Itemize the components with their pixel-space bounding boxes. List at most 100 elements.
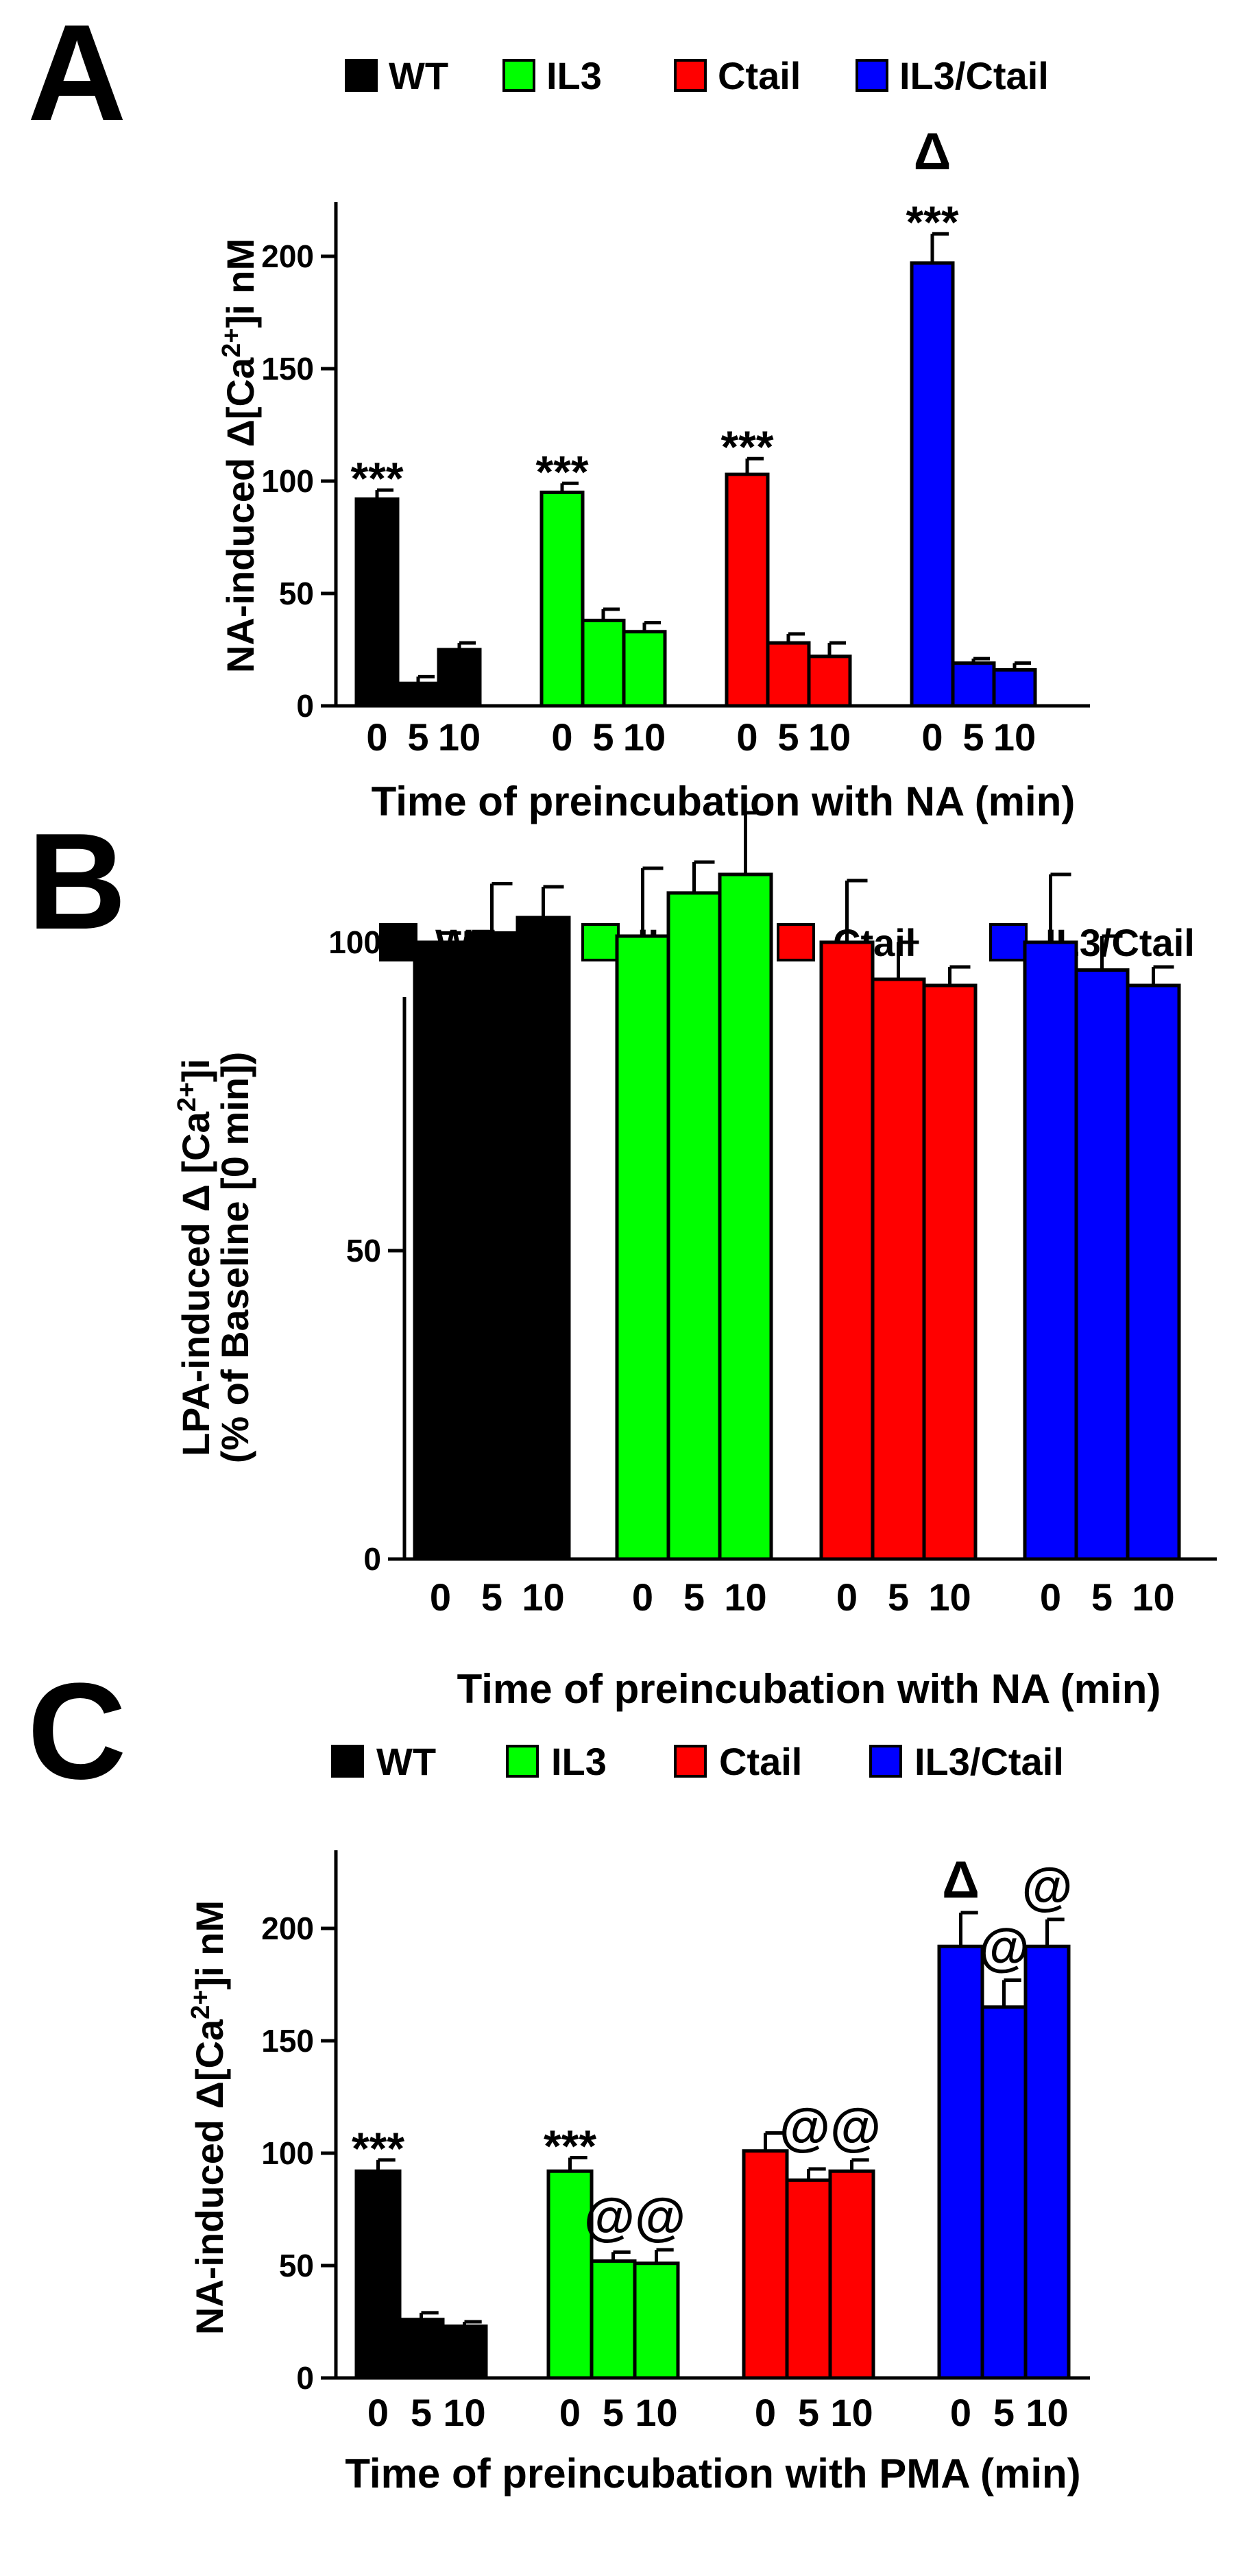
significance-marker: Δ (914, 123, 951, 181)
x-tick-label: 0 (559, 2391, 581, 2434)
x-tick-label: 5 (993, 2391, 1015, 2434)
x-tick-label: 0 (921, 715, 943, 759)
x-tick-label: 0 (366, 715, 387, 759)
bar-ctail-0 (725, 472, 770, 708)
x-tick-label: 10 (808, 715, 851, 759)
significance-marker: Δ (942, 1851, 980, 1909)
bar-il3-0 (615, 934, 670, 1561)
bar-ctail-5 (871, 977, 926, 1561)
x-tick-label: 10 (1132, 1575, 1174, 1619)
bar-wt-5 (396, 681, 441, 708)
legend-label: Ctail (719, 1740, 802, 1783)
x-axis-label: Time of preincubation with NA (min) (457, 1666, 1161, 1712)
legend-swatch-il3 (581, 923, 620, 961)
y-tick-label: 100 (261, 463, 314, 499)
x-tick-label: 5 (798, 2391, 819, 2434)
x-tick-label: 10 (830, 2391, 873, 2434)
legend-label: WT (389, 54, 448, 97)
bar-il3-0 (539, 490, 585, 708)
y-axis-label: LPA-induced Δ [Ca2+]i (173, 1059, 217, 1456)
legend-swatch-il3 (506, 1745, 539, 1778)
significance-marker: *** (535, 446, 588, 497)
legend-swatch-il3-ctail (856, 59, 888, 92)
y-axis-label-line2: (% of Baseline [0 min]) (213, 1052, 256, 1464)
y-tick-label: 50 (279, 576, 314, 611)
x-tick-label: 0 (736, 715, 757, 759)
bar-il3-ctail-5 (980, 2005, 1028, 2380)
y-tick-label: 150 (261, 351, 314, 387)
x-tick-label: 5 (592, 715, 614, 759)
bar-il3-ctail-0 (910, 261, 955, 708)
significance-marker: *** (906, 197, 958, 247)
y-tick-label: 200 (261, 238, 314, 274)
x-axis-label: Time of preincubation with NA (min) (372, 778, 1076, 824)
legend-swatch-wt (331, 1745, 364, 1778)
bar-il3-10 (622, 630, 667, 708)
y-axis-label: NA-induced Δ[Ca2+]i nM (217, 238, 262, 673)
x-tick-label: 0 (836, 1575, 858, 1619)
x-tick-label: 5 (481, 1575, 502, 1619)
bar-ctail-0 (742, 2149, 789, 2380)
panel-letter: B (27, 805, 126, 958)
significance-marker: *** (720, 421, 773, 472)
bar-il3-ctail-10 (1126, 983, 1181, 1561)
x-tick-label: 10 (522, 1575, 564, 1619)
bar-wt-5 (464, 931, 520, 1561)
y-tick-label: 100 (261, 2135, 314, 2171)
y-tick-label: 0 (363, 1541, 381, 1577)
legend-swatch-il3 (502, 59, 535, 92)
significance-marker: @ (1021, 1858, 1072, 1916)
bar-il3-ctail-5 (1074, 968, 1130, 1561)
x-tick-label: 0 (367, 2391, 389, 2434)
significance-marker: *** (544, 2121, 596, 2172)
bar-wt-5 (398, 2318, 445, 2380)
bar-wt-0 (413, 940, 468, 1561)
x-tick-label: 10 (623, 715, 666, 759)
bar-ctail-10 (807, 654, 852, 708)
y-tick-label: 150 (261, 2023, 314, 2059)
panel-letter: C (27, 1655, 126, 1808)
bar-wt-0 (354, 497, 400, 708)
bar-ctail-5 (766, 641, 811, 708)
y-tick-label: 0 (296, 688, 314, 724)
x-tick-label: 5 (888, 1575, 909, 1619)
x-tick-label: 10 (1026, 2391, 1068, 2434)
bar-ctail-5 (785, 2178, 832, 2380)
x-tick-label: 5 (411, 2391, 432, 2434)
legend-label: WT (376, 1740, 436, 1783)
legend-label: IL3 (546, 54, 602, 97)
legend-swatch-wt (345, 59, 378, 92)
x-tick-label: 0 (1040, 1575, 1061, 1619)
x-axis-label: Time of preincubation with PMA (min) (345, 2451, 1080, 2497)
legend-swatch-il3-ctail (869, 1745, 902, 1778)
bar-wt-10 (437, 648, 482, 708)
x-tick-label: 10 (928, 1575, 971, 1619)
bar-il3-ctail-5 (951, 661, 996, 708)
significance-marker: *** (350, 453, 403, 504)
bar-il3-ctail-10 (992, 668, 1037, 708)
x-tick-label: 0 (755, 2391, 776, 2434)
significance-marker: *** (352, 2123, 404, 2174)
x-tick-label: 5 (683, 1575, 705, 1619)
legend-swatch-ctail (674, 1745, 707, 1778)
legend-swatch-il3-ctail (989, 923, 1028, 961)
legend-swatch-ctail (674, 59, 707, 92)
bar-ctail-10 (922, 983, 978, 1561)
panel-b: BWTIL3CtailIL3/Ctail05010005100510051005… (27, 805, 1217, 1712)
y-tick-label: 0 (296, 2360, 314, 2396)
bar-ctail-0 (819, 940, 875, 1561)
x-tick-label: 0 (950, 2391, 971, 2434)
y-axis-label: NA-induced Δ[Ca2+]i nM (186, 1900, 231, 2335)
bar-wt-0 (354, 2169, 402, 2380)
y-tick-label: 50 (279, 2248, 314, 2283)
y-tick-label: 200 (261, 1911, 314, 1946)
x-tick-label: 5 (777, 715, 799, 759)
legend-label: IL3 (551, 1740, 607, 1783)
bar-il3-ctail-10 (1023, 1944, 1071, 2380)
x-tick-label: 10 (724, 1575, 766, 1619)
bar-il3-10 (633, 2261, 680, 2380)
legend-label: IL3/Ctail (914, 1740, 1064, 1783)
significance-marker: @ (978, 1918, 1029, 1976)
